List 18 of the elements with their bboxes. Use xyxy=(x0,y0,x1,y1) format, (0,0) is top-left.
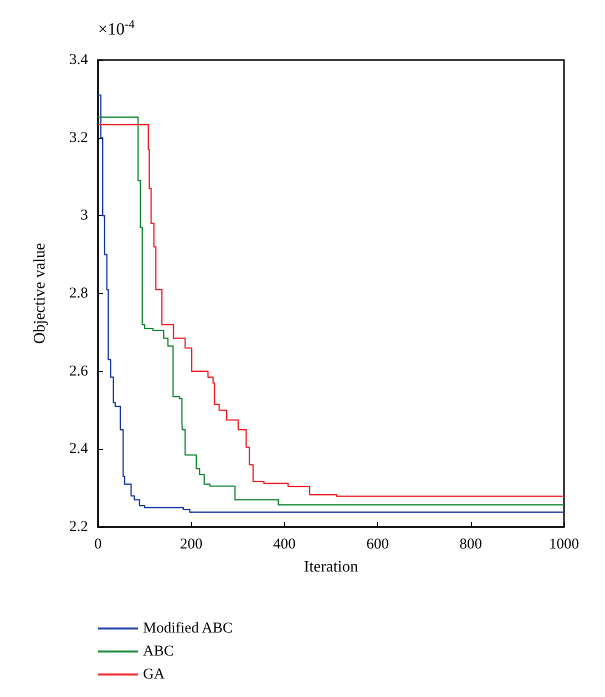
y-axis-title: Objective value xyxy=(32,243,48,344)
x-tick-label: 800 xyxy=(460,536,482,552)
y-tick-label: 2.4 xyxy=(69,441,88,458)
y-tick-label: 3.2 xyxy=(69,130,88,146)
x-axis-title: Iteration xyxy=(304,558,358,576)
y-tick-label: 2.2 xyxy=(69,519,88,535)
x-tick-label: 1000 xyxy=(549,536,579,552)
y-tick-label: 2.8 xyxy=(69,286,88,302)
x-tick-label: 200 xyxy=(180,536,202,552)
x-tick-label: 400 xyxy=(273,536,296,552)
legend-label: ABC xyxy=(143,644,174,660)
y-tick-label: 3.4 xyxy=(69,52,88,68)
y-tick-label: 3 xyxy=(80,208,88,224)
legend-label: Modified ABC xyxy=(143,620,233,636)
x-tick-label: 0 xyxy=(94,536,102,552)
y-tick-label: 2.6 xyxy=(69,363,88,380)
x-tick-label: 600 xyxy=(366,536,389,552)
legend-label: GA xyxy=(143,666,165,682)
